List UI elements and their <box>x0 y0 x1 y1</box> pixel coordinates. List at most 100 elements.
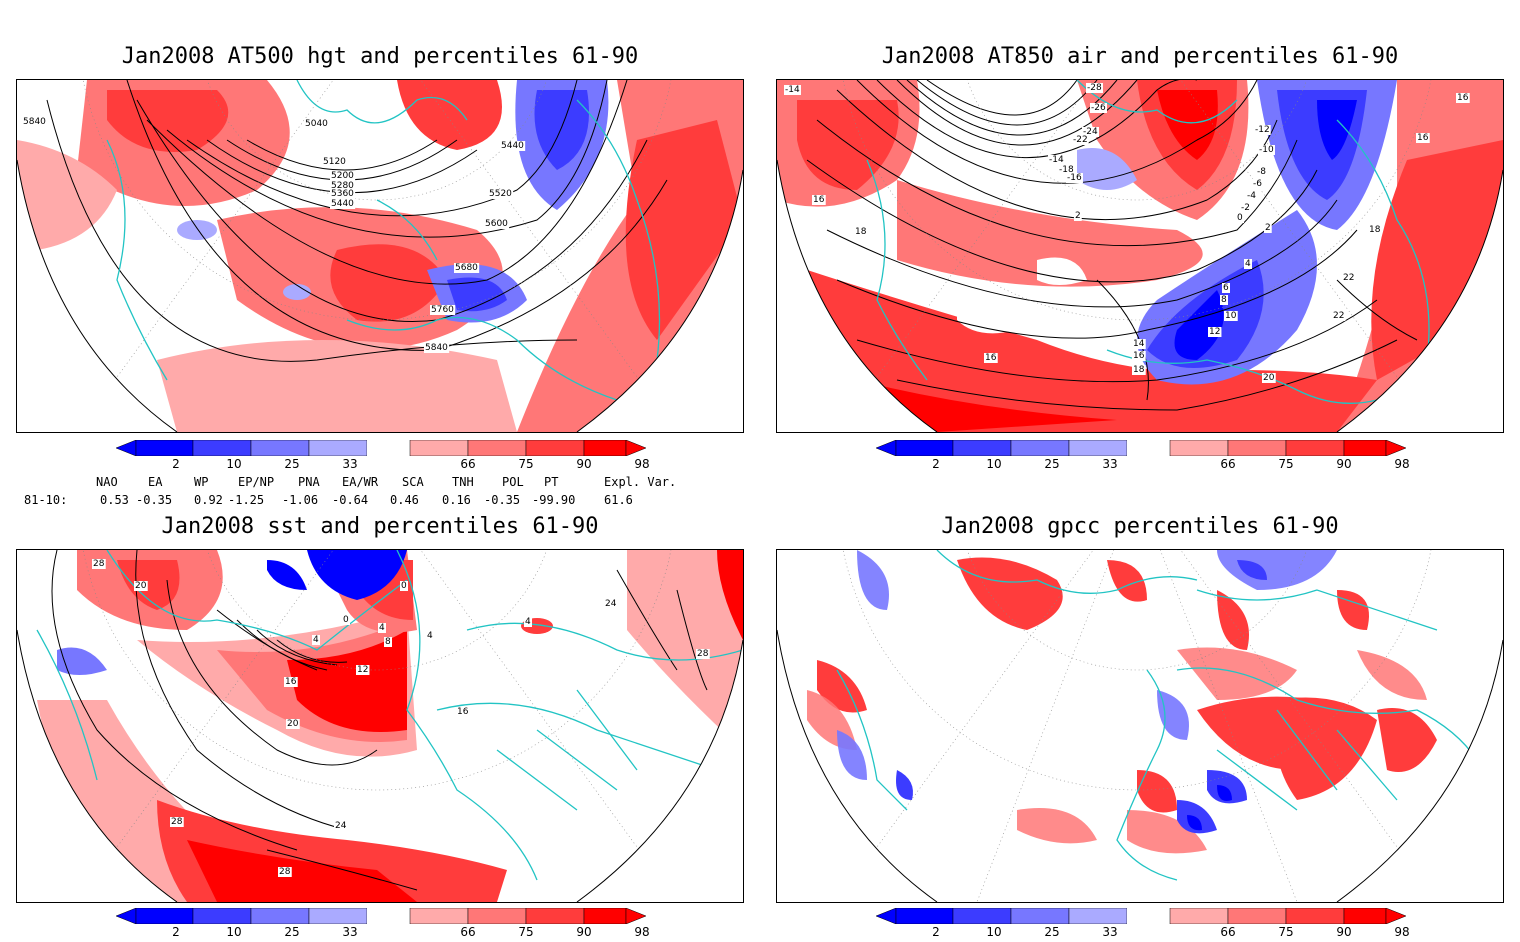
contour-label: -22 <box>1073 135 1088 145</box>
colorbar-sst: 2 10 25 33 66 75 90 98 <box>115 907 650 942</box>
contour-label-box <box>1132 365 1146 375</box>
contour-label: 5200 <box>331 171 354 181</box>
contour-label-box <box>424 343 450 353</box>
contour-label-box <box>1220 295 1228 305</box>
contour-label-box <box>456 707 470 717</box>
contour-label-box <box>500 141 526 151</box>
contour-label-box <box>696 649 710 659</box>
colorbar-label: 33 <box>1102 457 1118 471</box>
contour-label-box <box>1132 351 1146 361</box>
contour-label: 16 <box>285 677 297 687</box>
panel-title-hgt500: Jan2008 AT500 hgt and percentiles 61-90 <box>121 44 639 69</box>
contour-label: 4 <box>379 623 385 633</box>
contour-label: 10 <box>1225 311 1237 321</box>
contour-label: 16 <box>457 707 469 717</box>
colorbar-label: 25 <box>284 457 300 471</box>
contour-label: 14 <box>1133 339 1145 349</box>
contour-label: -6 <box>1253 179 1262 189</box>
contour-label-box <box>378 623 386 633</box>
contour-label: 18 <box>855 227 867 237</box>
colorbar-gpcc: 2 10 25 33 66 75 90 98 <box>875 907 1410 942</box>
contour-label: 5520 <box>489 189 512 199</box>
colorbar-label: 33 <box>342 457 358 471</box>
contour-label-box <box>524 617 532 627</box>
contour-label-box <box>1240 203 1251 213</box>
index-header: POL <box>502 475 524 489</box>
index-value: 0.46 <box>390 493 419 507</box>
index-header: TNH <box>452 475 474 489</box>
contour-label: 4 <box>1245 259 1251 269</box>
map-panel-hgt500: 5840 5040 5120 5200 5280 5360 5440 5440 … <box>16 79 744 433</box>
contour-label-box <box>1264 223 1272 233</box>
contour-label: -14 <box>1049 155 1064 165</box>
index-header: PNA <box>298 475 320 489</box>
contour-label: 0 <box>343 615 349 625</box>
contour-label-box <box>304 119 330 129</box>
contour-label: -16 <box>1067 173 1082 183</box>
index-value: 0.16 <box>442 493 471 507</box>
panel-title-air850: Jan2008 AT850 air and percentiles 61-90 <box>881 44 1399 69</box>
contour-label-box <box>400 581 408 591</box>
contour-label-box <box>278 867 292 877</box>
contour-label: 20 <box>135 581 147 591</box>
contour-label-box <box>170 817 184 827</box>
colorbar-high-arrow <box>625 439 647 457</box>
colorbar-label: 98 <box>1394 925 1410 939</box>
contour-label-box <box>854 227 868 237</box>
colorbar-label: 90 <box>1336 457 1352 471</box>
colorbar-label: 98 <box>634 925 650 939</box>
contour-label: -26 <box>1091 103 1106 113</box>
colorbar-label: 25 <box>1044 457 1060 471</box>
contour-label: 12 <box>357 665 368 675</box>
contour-label-box <box>1236 213 1244 223</box>
contour-label: 8 <box>1221 295 1227 305</box>
contour-label-box <box>22 117 48 127</box>
contour-label-box <box>1132 339 1146 349</box>
colorbar-hgt500: 2 10 25 33 66 75 90 98 <box>115 439 650 474</box>
map-panel-gpcc <box>776 549 1504 903</box>
colorbar-label: 25 <box>1044 925 1060 939</box>
index-value: 0.92 <box>194 493 223 507</box>
contour-label-box <box>330 199 356 209</box>
index-value: 0.53 <box>100 493 129 507</box>
colorbar-label: 90 <box>576 925 592 939</box>
contour-label: 16 <box>1417 133 1429 143</box>
contour-label: 5360 <box>331 189 354 199</box>
colorbar-label: 2 <box>172 457 180 471</box>
contour-label: 4 <box>313 635 319 645</box>
contour-label: 2 <box>1265 223 1271 233</box>
contour-label: 24 <box>605 599 617 609</box>
contour-label: 0 <box>401 581 407 591</box>
contour-label: 5840 <box>23 117 46 127</box>
contour-label-box <box>134 581 148 591</box>
map-panel-sst: 28 20 0 0 4 4 8 4 12 16 20 24 28 28 24 2… <box>16 549 744 903</box>
contour-label: 20 <box>1263 373 1275 383</box>
contour-label: 18 <box>1133 365 1145 375</box>
map-panel-air850: -14 -28 -26 -24 -22 -14 -18 -16 -12 -10 … <box>776 79 1504 433</box>
contour-label: 5120 <box>323 157 346 167</box>
contour-label-box <box>330 181 356 191</box>
contour-label-box <box>1090 103 1107 113</box>
colorbar-label: 66 <box>1220 457 1236 471</box>
contour-label-box <box>1246 191 1258 201</box>
contour-label-box <box>1262 373 1276 383</box>
contour-label: 22 <box>1343 273 1354 283</box>
contour-label-box <box>1416 133 1430 143</box>
contour-label-box <box>1252 179 1264 189</box>
index-header: EP/NP <box>238 475 275 489</box>
index-header: WP <box>194 475 209 489</box>
index-header: SCA <box>402 475 424 489</box>
contour-label: -8 <box>1257 167 1266 177</box>
colorbar-label: 90 <box>1336 925 1352 939</box>
contour-label-box <box>1074 211 1082 221</box>
colorbar-label: 66 <box>460 925 476 939</box>
colorbar-label: 33 <box>1102 925 1118 939</box>
contour-label: -2 <box>1241 203 1250 213</box>
index-value: -0.35 <box>484 493 521 507</box>
contour-label: 24 <box>335 821 347 831</box>
contour-label: 0 <box>1237 213 1243 223</box>
contour-label-box <box>1048 155 1065 165</box>
index-value: -0.64 <box>332 493 369 507</box>
colorbar-label: 2 <box>172 925 180 939</box>
index-header: NAO <box>96 475 118 489</box>
